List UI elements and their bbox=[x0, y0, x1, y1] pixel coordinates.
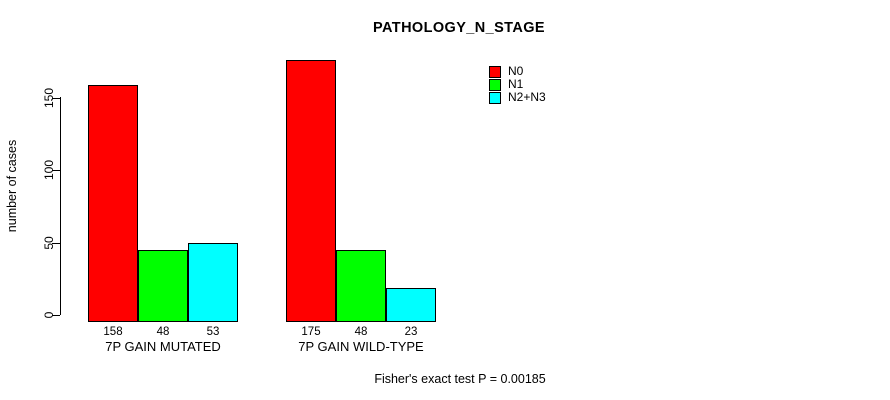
legend-item: N0 bbox=[489, 65, 546, 78]
y-axis-tick bbox=[52, 97, 60, 99]
legend: N0 N1 N2+N3 bbox=[489, 65, 546, 105]
bar-value-label: 175 bbox=[301, 326, 321, 338]
legend-swatch-n0 bbox=[489, 65, 501, 78]
y-axis-tick bbox=[52, 170, 60, 172]
bar-value-label: 48 bbox=[156, 326, 170, 338]
legend-item-label: N2+N3 bbox=[508, 90, 546, 105]
legend-item: N1 bbox=[489, 78, 546, 91]
legend-item: N2+N3 bbox=[489, 91, 546, 104]
chart-title: PATHOLOGY_N_STAGE bbox=[373, 20, 545, 36]
y-axis-tick-label: 100 bbox=[42, 160, 56, 181]
y-axis-line bbox=[60, 97, 61, 315]
bar-n2-n3 bbox=[386, 287, 436, 322]
y-axis-tick bbox=[52, 242, 60, 244]
fisher-test-annotation: Fisher's exact test P = 0.00185 bbox=[374, 372, 546, 386]
x-category-label: 7P GAIN MUTATED bbox=[105, 339, 221, 354]
y-axis-tick-label: 150 bbox=[42, 87, 56, 108]
y-axis-tick-label: 50 bbox=[42, 235, 56, 250]
bar-value-label: 53 bbox=[206, 326, 220, 338]
y-axis-label: number of cases bbox=[5, 139, 19, 233]
legend-swatch-n2-n3 bbox=[489, 91, 501, 104]
legend-swatch-n1 bbox=[489, 78, 501, 91]
y-axis-tick-label: 0 bbox=[42, 311, 56, 319]
bar-n1 bbox=[336, 250, 386, 322]
bar-value-label: 48 bbox=[354, 326, 368, 338]
legend-item-label: N1 bbox=[508, 77, 524, 92]
bar-n0 bbox=[286, 59, 336, 322]
bar-value-label: 158 bbox=[103, 326, 123, 338]
x-category-label: 7P GAIN WILD-TYPE bbox=[298, 339, 424, 354]
legend-item-label: N0 bbox=[508, 64, 524, 79]
y-axis-tick bbox=[52, 315, 60, 316]
bar-n2-n3 bbox=[188, 242, 238, 322]
bar-value-label: 23 bbox=[404, 326, 418, 338]
bar-n1 bbox=[138, 250, 188, 322]
bar-n0 bbox=[88, 85, 138, 322]
